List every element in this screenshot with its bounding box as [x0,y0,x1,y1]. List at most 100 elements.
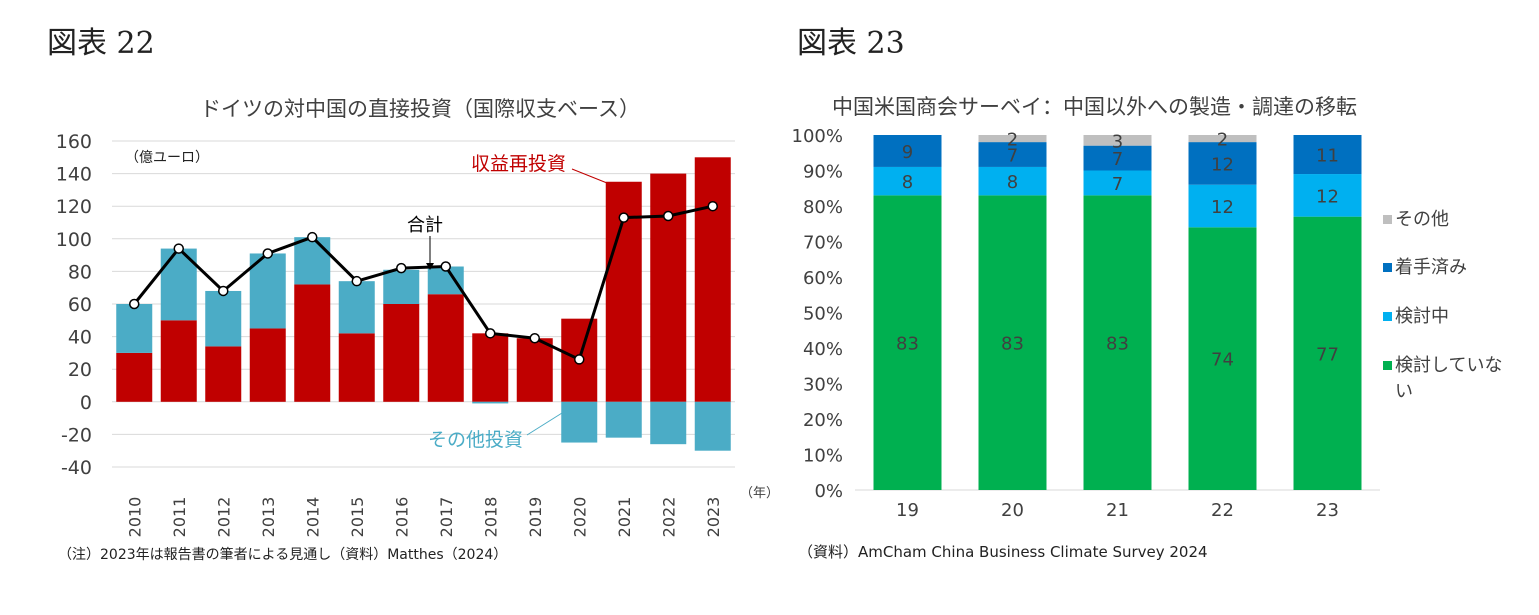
y-tick-label: 80% [803,197,843,218]
x-tick-label: 2020 [570,497,589,538]
data-label: 11 [1316,146,1339,167]
y-tick-label: 100 [56,229,92,251]
y-tick-label: 90% [803,162,843,183]
y-tick-label: 120 [56,196,92,218]
x-unit-label: （年） [740,486,770,501]
data-label: 12 [1211,154,1234,175]
bar-segment [1083,195,1152,490]
bar-reinvestment [294,284,331,402]
bar-segment [978,166,1047,196]
x-tick-label: 2016 [392,497,411,538]
bar-other-investment [472,401,509,404]
x-tick-label: 22 [1211,500,1234,521]
x-tick-label: 2010 [125,497,144,538]
bar-reinvestment [694,157,731,402]
marker-total [529,332,540,344]
bar-segment [1188,227,1257,491]
y-tick-label: 50% [803,304,843,325]
bar-other-investment [605,401,642,438]
figure-22-label: 図表 22 [47,26,155,61]
bar-reinvestment [650,173,687,402]
chart-23: 中国米国商会サーベイ：中国以外への製造・調達の移転 0% 10% 20% 30% 40% 5… [792,95,1503,521]
bar-segment [1188,135,1257,143]
bar-reinvestment [427,294,464,402]
x-tick-label: 2023 [704,497,723,538]
bar-reinvestment [383,304,420,402]
bar-segment [1293,174,1362,217]
x-tick-label: 2019 [526,497,545,538]
y-tick-label: 60 [68,294,92,316]
marker-total [129,298,140,310]
y-tick-label: 80 [68,261,92,283]
figure-23-label: 図表 23 [797,26,905,61]
bar-reinvestment [160,320,197,402]
y-tick-label: 140 [56,164,92,186]
figure-23-note: （資料）AmCham China Business Climate Survey… [798,543,1208,561]
data-label: 9 [902,142,913,163]
y-tick-label: 20% [803,410,843,431]
bar-other-investment [561,401,598,443]
bar-reinvestment [472,333,509,402]
bar-segment [1188,184,1257,228]
bar-reinvestment [338,333,375,402]
legend-label: 検討していな [1395,355,1502,376]
x-tick-label: 2012 [214,497,233,538]
y-tick-label: -40 [61,457,92,479]
legend-label: 検討中 [1395,306,1449,327]
marker-total [351,275,362,287]
x-tick-label: 2018 [481,497,500,538]
bar-reinvestment [205,346,242,402]
x-tick-label: 2022 [659,497,678,538]
bar-segment [1293,216,1362,490]
data-label: 3 [1112,131,1123,152]
data-label: 83 [1106,334,1129,355]
line-total [133,204,714,362]
y-tick-label: 20 [68,359,92,381]
data-label: 74 [1211,350,1234,371]
x-tick-label: 2011 [170,497,189,538]
y-tick-label: 100% [792,126,843,147]
x-tick-label: 2021 [615,497,634,538]
bar-reinvestment [516,338,553,402]
chart-23-title: 中国米国商会サーベイ：中国以外への製造・調達の移転 [832,95,1357,119]
x-tick-label: 2015 [348,497,367,538]
bar-segment [1083,170,1152,196]
bar-segment [873,166,942,196]
y-tick-label: -20 [61,424,92,446]
legend-swatch [1383,361,1392,370]
x-tick-label: 2017 [437,497,456,538]
bar-other-investment [383,269,420,304]
x-tick-label: 23 [1316,500,1339,521]
legend-swatch [1383,312,1392,321]
leader-total-arrow [426,263,434,270]
marker-total [707,200,718,212]
data-label: 7 [1007,146,1018,167]
marker-total [262,248,273,259]
bar-other-investment [650,401,687,445]
data-label: 8 [902,172,913,193]
legend-label-cont: い [1395,381,1413,402]
y-tick-label: 40 [68,327,92,349]
x-tick-label: 2013 [259,497,278,538]
leader-reinvestment [571,168,613,186]
bar-other-investment [338,281,375,334]
marker-total [440,261,451,272]
y-tick-label: 40% [803,339,843,360]
bar-segment [978,142,1047,167]
x-tick-label: 2014 [303,497,322,538]
data-label: 8 [1007,172,1018,193]
unit-label: （億ユーロ） [125,150,209,166]
bar-segment [978,135,1047,143]
y-tick-label: 0% [814,481,843,502]
x-tick-label: 19 [896,500,919,521]
marker-total [218,285,229,297]
data-label: 2 [1217,130,1228,151]
y-tick-label: 70% [803,233,843,254]
bar-segment [873,195,942,490]
marker-total [574,354,585,365]
x-tick-label: 20 [1001,500,1024,521]
legend-swatch [1383,263,1392,272]
legend-swatch [1383,215,1392,224]
data-label: 83 [1001,334,1024,355]
x-tick-label: 21 [1106,500,1129,521]
